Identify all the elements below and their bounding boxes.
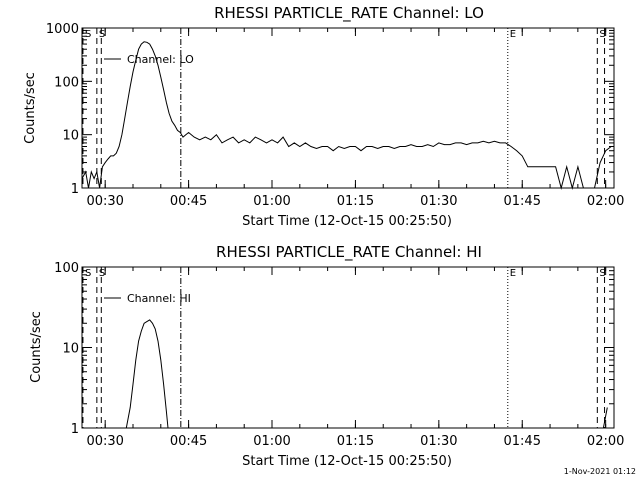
hi-x-tick-label: 00:45 (170, 434, 207, 449)
lo-y-tick-label: 10 (62, 129, 79, 144)
lo-x-tick-label: 00:45 (170, 194, 207, 209)
hi-event-marker-label: S (599, 268, 605, 279)
hi-x-tick-label: 00:30 (86, 434, 123, 449)
hi-x-tick-label: 01:45 (504, 434, 541, 449)
lo-event-marker-label: S (99, 29, 105, 40)
hi-chart-title: RHESSI PARTICLE_RATE Channel: HI (216, 243, 482, 262)
lo-channel-panel: RHESSI PARTICLE_RATE Channel: LO 00:30 00… (23, 4, 624, 229)
lo-y-tick-label: 100 (54, 75, 79, 90)
lo-legend: Channel: LO (104, 53, 194, 66)
hi-rate-trace (125, 319, 169, 429)
hi-x-tick-label: 01:30 (420, 434, 457, 449)
hi-rate-trace (602, 407, 608, 429)
lo-x-tick-label: 01:15 (337, 194, 374, 209)
lo-event-marker-label: S (85, 29, 91, 40)
hi-y-tick-label: 10 (62, 342, 79, 357)
hi-y-axis-label: Counts/sec (29, 311, 44, 383)
lo-event-marker-label: E (510, 29, 516, 40)
lo-x-tick-label: 00:30 (86, 194, 123, 209)
lo-plot-frame (81, 27, 615, 189)
lo-y-tick-label: 1000 (46, 22, 79, 37)
hi-event-marker-label: S (85, 268, 91, 279)
hi-x-axis-label: Start Time (12-Oct-15 00:25:50) (242, 454, 452, 469)
hi-event-marker-label: S (99, 268, 105, 279)
hi-y-tick-label: 1 (71, 422, 79, 437)
lo-rate-trace (81, 41, 612, 190)
hi-y-tick-label: 100 (54, 261, 79, 276)
hi-channel-panel: RHESSI PARTICLE_RATE Channel: HI 00:30 00… (29, 243, 624, 469)
hi-legend: Channel: HI (104, 292, 191, 305)
hi-event-marker-label: E (510, 268, 516, 279)
hi-x-tick-label: 01:15 (337, 434, 374, 449)
lo-x-axis-label: Start Time (12-Oct-15 00:25:50) (242, 214, 452, 229)
lo-legend-label: Channel: LO (127, 53, 194, 66)
lo-chart-title: RHESSI PARTICLE_RATE Channel: LO (214, 4, 484, 23)
lo-y-axis-label: Counts/sec (23, 72, 38, 144)
lo-x-tick-label: 01:45 (504, 194, 541, 209)
hi-x-tick-label: 02:00 (587, 434, 624, 449)
hi-x-tick-label: 01:00 (253, 434, 290, 449)
lo-x-tick-label: 02:00 (587, 194, 624, 209)
footer-date: 1-Nov-2021 01:12 (564, 467, 636, 476)
lo-x-tick-label: 01:00 (253, 194, 290, 209)
lo-y-tick-label: 1 (71, 182, 79, 197)
lo-event-marker-label: S (599, 29, 605, 40)
lo-x-tick-label: 01:30 (420, 194, 457, 209)
hi-legend-label: Channel: HI (127, 292, 191, 305)
